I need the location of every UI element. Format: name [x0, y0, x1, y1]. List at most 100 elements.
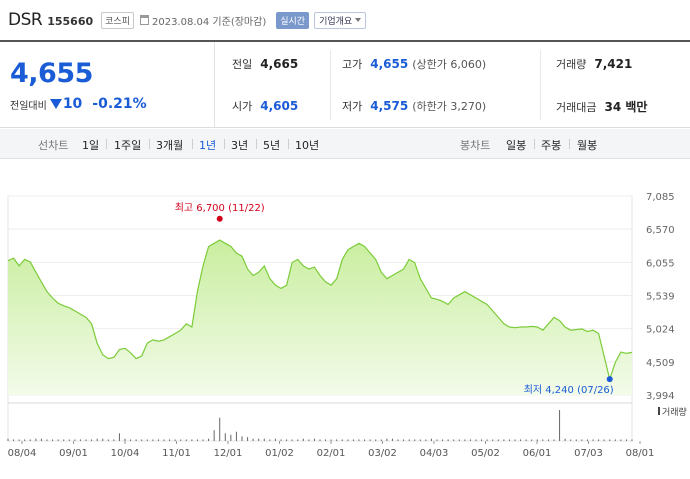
realtime-button[interactable]: 실시간 [276, 11, 310, 29]
volume-bar [241, 436, 243, 441]
period-3y[interactable]: 3년 [231, 139, 249, 152]
volume-bar [481, 439, 483, 441]
min-label: 최저 4,240 (07/26) [524, 384, 614, 396]
x-tick-label: 04/03 [420, 448, 449, 459]
volume-bar [520, 439, 522, 441]
volume-bar [453, 439, 455, 441]
x-tick-label: 06/01 [523, 448, 552, 459]
volume-bar [280, 439, 282, 441]
volume-bar [113, 439, 115, 441]
volume-bar [325, 439, 327, 441]
change-value: 10 [62, 96, 83, 112]
volume-bar [575, 439, 577, 441]
volume-bar [235, 431, 237, 441]
volume-bar [85, 439, 87, 441]
volume-bar [252, 438, 254, 441]
volume-bar [475, 439, 477, 441]
volume-bar [352, 439, 354, 441]
candle-daily[interactable]: 일봉 [506, 139, 527, 152]
volume-bar [375, 439, 377, 441]
quote-panel: 4,655 전일대비 10 -0.21% 전일 4,665 고가 4,655 (… [0, 40, 690, 128]
volume-bar [442, 439, 444, 441]
y-tick-label: 5,539 [646, 292, 675, 303]
change-row: 전일대비 10 -0.21% [10, 96, 147, 112]
volume-bar [74, 439, 76, 441]
down-arrow-icon [49, 99, 62, 109]
volume-bar [286, 439, 288, 441]
upper-limit: (상한가 6,060) [412, 58, 487, 71]
volume-bar [525, 439, 527, 441]
open-value: 4,605 [260, 99, 299, 113]
stock-code: 155660 [47, 15, 94, 28]
volume-bar [358, 439, 360, 441]
price-chart: 7,085 6,570 6,055 5,539 5,024 4,509 3,994 최고 6,… [0, 190, 690, 479]
volume-bar [107, 439, 109, 441]
lower-limit: (하한가 3,270) [412, 100, 487, 113]
volume-bar [208, 438, 210, 441]
x-tick-label: 02/01 [317, 448, 346, 459]
volume-bar [547, 439, 549, 441]
volume-bar [620, 439, 622, 441]
volume-bar [274, 438, 276, 441]
change-percent: -0.21% [92, 96, 147, 112]
period-1d[interactable]: 1일 [82, 139, 100, 152]
volume-bar [447, 439, 449, 441]
volume-bar [503, 439, 505, 441]
volume-bar [130, 439, 132, 441]
candle-chart-label: 봉차트 [460, 139, 491, 152]
volume-label: 거래량 [556, 58, 587, 71]
prev-close: 전일 4,665 [232, 56, 298, 72]
period-5y[interactable]: 5년 [263, 139, 281, 152]
price-line [7, 239, 633, 382]
volume-bar [492, 439, 494, 441]
volume-bar [46, 439, 48, 441]
volume-label: 거래량 [662, 406, 687, 418]
volume-bar [13, 439, 15, 441]
high-value: 4,655 [370, 57, 409, 71]
quote-date: 2023.08.04 기준(장마감) [151, 16, 267, 28]
volume: 거래량 7,421 [556, 56, 632, 72]
high-price: 고가 4,655 (상한가 6,060) [342, 56, 486, 72]
volume-bar [625, 439, 627, 441]
line-chart-label: 선차트 [38, 139, 69, 152]
volume-bar [592, 439, 594, 441]
low-label: 저가 [342, 100, 363, 113]
period-1w[interactable]: 1주일 [114, 139, 142, 152]
volume-bar [96, 438, 98, 441]
market-badge: 코스피 [101, 11, 134, 29]
volume-bar [174, 439, 176, 441]
low-price: 저가 4,575 (하한가 3,270) [342, 98, 486, 114]
volume-bar [425, 439, 427, 441]
volume-bar [79, 439, 81, 441]
volume-bar [419, 439, 421, 441]
candle-monthly[interactable]: 월봉 [577, 139, 598, 152]
y-tick-label: 6,055 [646, 258, 675, 269]
volume-bar [169, 439, 171, 441]
volume-bar [224, 433, 226, 441]
volume-bar [196, 439, 198, 441]
period-1y[interactable]: 1년 [199, 139, 217, 152]
period-10y[interactable]: 10년 [295, 139, 320, 152]
trade-amount: 거래대금 34 백만 [556, 98, 647, 115]
max-marker [216, 215, 223, 222]
company-overview-button[interactable]: 기업개요 [314, 11, 367, 29]
volume-bar [157, 439, 159, 441]
volume-bar [302, 438, 304, 441]
volume-bar [191, 439, 193, 441]
candle-weekly[interactable]: 주봉 [541, 139, 562, 152]
volume-bar [185, 439, 187, 441]
volume-bar [118, 433, 120, 441]
volume-bar [91, 439, 93, 441]
max-label: 최고 6,700 (11/22) [175, 202, 265, 214]
volume-bar [146, 439, 148, 441]
stock-header: DSR 155660 코스피 2023.08.04 기준(장마감) 실시간 기업… [0, 0, 690, 40]
volume-bar [124, 438, 126, 441]
period-3m[interactable]: 3개월 [156, 139, 184, 152]
volume-bar [609, 439, 611, 441]
volume-bar [464, 439, 466, 441]
volume-bar [202, 439, 204, 441]
x-tick-label: 10/04 [111, 448, 140, 459]
price-area [8, 240, 632, 395]
y-tick-label: 6,570 [646, 225, 675, 236]
company-overview-label: 기업개요 [319, 16, 353, 27]
